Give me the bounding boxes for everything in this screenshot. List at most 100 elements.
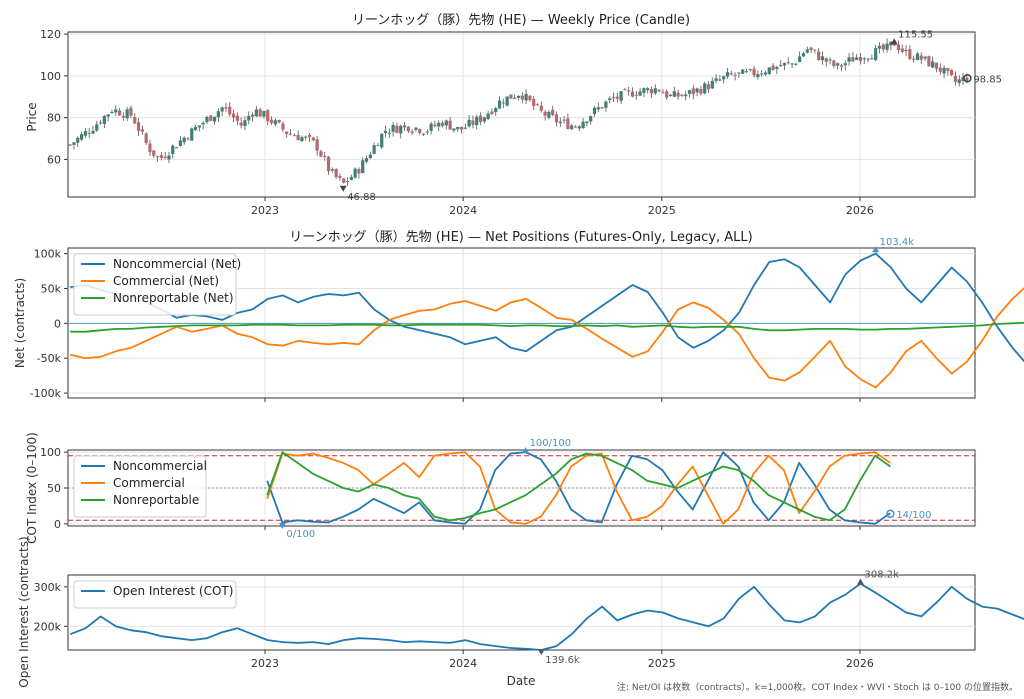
candle-body [414, 127, 418, 130]
candle-body [456, 126, 460, 130]
cot-index-panel: 0 50 100 100/100 0/100 14/100 Noncommercial Com… [40, 438, 976, 540]
candle-body [159, 155, 163, 158]
price-y-axis-label: Price [25, 102, 39, 131]
candle-body [231, 113, 236, 118]
candle-body [361, 160, 365, 174]
candle-body [193, 127, 198, 131]
candle-body [657, 89, 661, 92]
candle-body [737, 72, 741, 74]
candle-body [467, 119, 471, 127]
max-marker [872, 246, 880, 253]
candle-body [630, 91, 635, 97]
candle-body [349, 176, 353, 180]
y-tick-label: 120 [40, 28, 61, 41]
candle-body [266, 110, 270, 122]
candle-body [817, 51, 821, 61]
candle-body [315, 139, 319, 151]
candle-body [98, 122, 103, 124]
candle-body [437, 122, 441, 127]
candle-body [72, 142, 76, 145]
candle-body [383, 130, 388, 133]
candle-body [140, 129, 144, 132]
candle-body [573, 126, 578, 128]
candle-body [847, 57, 851, 62]
candle-body [957, 79, 961, 83]
candle-body [900, 48, 904, 52]
x-tick-label: 2023 [251, 204, 279, 217]
candle-body [228, 106, 232, 115]
candle-body [813, 49, 817, 51]
candle-body [171, 145, 175, 155]
candle-body [775, 66, 779, 69]
candle-body [532, 99, 536, 106]
legend-label: Nonreportable [113, 493, 199, 507]
candle-body [604, 101, 608, 108]
max-marker [890, 38, 898, 45]
candle-body [440, 122, 445, 127]
annotation-label: 139.6k [545, 655, 580, 666]
y-tick-label: 80 [47, 112, 61, 125]
candle-body [763, 72, 768, 75]
candle-body [551, 109, 555, 116]
candle-body [163, 156, 167, 158]
candle-body [554, 114, 559, 123]
candle-body [197, 125, 201, 128]
candle-body [395, 125, 399, 133]
min-marker [339, 185, 347, 192]
candle-body [338, 176, 342, 178]
x-tick-label: 2026 [846, 657, 874, 670]
candle-body [452, 128, 456, 131]
candle-body [908, 49, 912, 59]
candle-body [695, 88, 699, 93]
candle-body [425, 131, 429, 133]
candle-body [421, 133, 426, 135]
candle-body [961, 76, 965, 81]
candle-body [858, 57, 863, 62]
last-value-marker [963, 74, 972, 83]
candle-body [300, 137, 304, 142]
candle-body [676, 92, 680, 97]
candle-body [106, 114, 110, 117]
candle-body [794, 63, 798, 65]
y-tick-label: 100 [40, 446, 61, 459]
candle-body [767, 67, 771, 74]
candle-body [220, 107, 224, 112]
candle-body [152, 150, 156, 156]
candle-body [326, 156, 331, 172]
candle-body [680, 94, 684, 96]
legend-label: Noncommercial (Net) [113, 257, 241, 271]
candle-body [592, 107, 597, 115]
candle-body [566, 118, 570, 129]
candle-body [463, 127, 467, 129]
candle-body [490, 111, 494, 114]
candle-body [870, 58, 874, 60]
candle-body [380, 133, 384, 148]
series-line [69, 287, 1024, 389]
candle-body [239, 122, 243, 126]
candle-body [342, 178, 346, 183]
candle-body [589, 116, 593, 122]
candle-body [923, 56, 927, 59]
candle-body [915, 53, 920, 60]
x-tick-label: 2026 [846, 204, 874, 217]
candle-body [782, 62, 787, 66]
candle-body [121, 115, 125, 118]
candle-body [399, 125, 403, 134]
candle-body [201, 122, 205, 125]
candle-body [760, 73, 764, 75]
candle-body [619, 91, 623, 101]
candle-body [790, 63, 794, 65]
candle-body [642, 88, 646, 93]
candle-body [433, 124, 437, 127]
annotation-label: 115.55 [898, 29, 933, 40]
annotation-label: 14/100 [896, 510, 931, 521]
candle-body [167, 155, 171, 160]
candle-body [129, 107, 133, 116]
candle-body [965, 77, 969, 82]
candle-body [269, 119, 274, 123]
candle-body [110, 112, 114, 114]
y-tick-label: 300k [34, 581, 62, 594]
y-tick-label: 50 [47, 482, 61, 495]
candle-body [247, 115, 251, 121]
net-panel-title: リーンホッグ（豚）先物 (HE) — Net Positions (Future… [289, 230, 752, 245]
